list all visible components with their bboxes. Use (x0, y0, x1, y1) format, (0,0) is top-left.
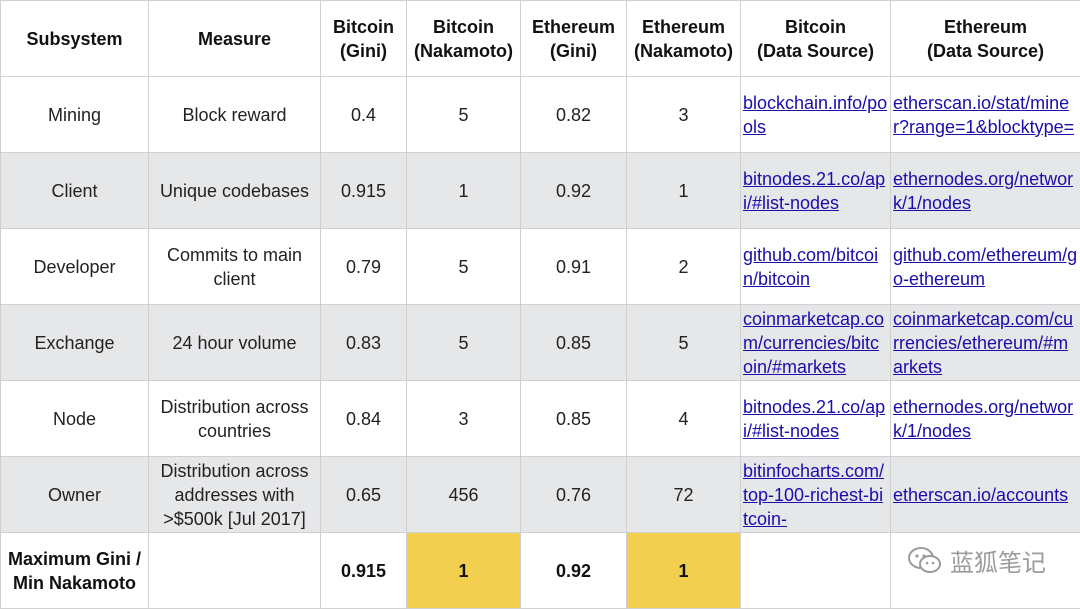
summary-bitcoin-source-empty (741, 533, 891, 609)
cell-bitcoin-source: coinmarketcap.com/currencies/bitcoin/#ma… (741, 305, 891, 381)
ethereum-source-link[interactable]: etherscan.io/stat/miner?range=1&blocktyp… (893, 91, 1078, 139)
cell-bitcoin-nakamoto: 1 (407, 153, 521, 229)
cell-bitcoin-nakamoto: 5 (407, 305, 521, 381)
cell-bitcoin-gini: 0.4 (321, 77, 407, 153)
header-measure: Measure (149, 1, 321, 77)
cell-measure: Distribution across addresses with >$500… (149, 457, 321, 533)
bitcoin-source-link[interactable]: github.com/bitcoin/bitcoin (743, 243, 888, 291)
cell-ethereum-gini: 0.92 (521, 153, 627, 229)
cell-measure: Commits to main client (149, 229, 321, 305)
header-ethereum-source: Ethereum(Data Source) (891, 1, 1080, 77)
bitcoin-source-link[interactable]: coinmarketcap.com/currencies/bitcoin/#ma… (743, 307, 888, 379)
cell-bitcoin-source: bitnodes.21.co/api/#list-nodes (741, 153, 891, 229)
cell-bitcoin-nakamoto: 5 (407, 77, 521, 153)
cell-bitcoin-source: bitnodes.21.co/api/#list-nodes (741, 381, 891, 457)
ethereum-source-link[interactable]: coinmarketcap.com/currencies/ethereum/#m… (893, 307, 1078, 379)
cell-measure: Distribution across countries (149, 381, 321, 457)
cell-ethereum-gini: 0.76 (521, 457, 627, 533)
summary-bitcoin-nakamoto: 1 (407, 533, 521, 609)
cell-bitcoin-nakamoto: 456 (407, 457, 521, 533)
ethereum-source-link[interactable]: etherscan.io/accounts (893, 483, 1078, 507)
header-bitcoin-gini: Bitcoin(Gini) (321, 1, 407, 77)
header-ethereum-nakamoto: Ethereum(Nakamoto) (627, 1, 741, 77)
summary-ethereum-gini: 0.92 (521, 533, 627, 609)
summary-label: Maximum Gini /Min Nakamoto (1, 533, 149, 609)
cell-ethereum-nakamoto: 2 (627, 229, 741, 305)
cell-bitcoin-gini: 0.65 (321, 457, 407, 533)
summary-bitcoin-gini: 0.915 (321, 533, 407, 609)
bitcoin-source-link[interactable]: bitinfocharts.com/top-100-richest-bitcoi… (743, 459, 888, 531)
cell-ethereum-gini: 0.82 (521, 77, 627, 153)
cell-ethereum-gini: 0.85 (521, 381, 627, 457)
cell-ethereum-gini: 0.91 (521, 229, 627, 305)
cell-ethereum-source: etherscan.io/accounts (891, 457, 1080, 533)
header-bitcoin-source: Bitcoin(Data Source) (741, 1, 891, 77)
ethereum-source-link[interactable]: github.com/ethereum/go-ethereum (893, 243, 1078, 291)
cell-ethereum-source: ethernodes.org/network/1/nodes (891, 381, 1080, 457)
cell-ethereum-nakamoto: 5 (627, 305, 741, 381)
cell-bitcoin-gini: 0.79 (321, 229, 407, 305)
cell-measure: Unique codebases (149, 153, 321, 229)
cell-bitcoin-nakamoto: 3 (407, 381, 521, 457)
cell-ethereum-gini: 0.85 (521, 305, 627, 381)
cell-subsystem: Mining (1, 77, 149, 153)
bitcoin-source-link[interactable]: blockchain.info/pools (743, 91, 888, 139)
ethereum-source-link[interactable]: ethernodes.org/network/1/nodes (893, 395, 1078, 443)
cell-ethereum-nakamoto: 1 (627, 153, 741, 229)
bitcoin-source-link[interactable]: bitnodes.21.co/api/#list-nodes (743, 167, 888, 215)
table-row: Client Unique codebases 0.915 1 0.92 1 b… (1, 153, 1080, 229)
cell-bitcoin-gini: 0.83 (321, 305, 407, 381)
cell-subsystem: Exchange (1, 305, 149, 381)
cell-measure: Block reward (149, 77, 321, 153)
cell-bitcoin-gini: 0.84 (321, 381, 407, 457)
cell-bitcoin-gini: 0.915 (321, 153, 407, 229)
cell-ethereum-source: ethernodes.org/network/1/nodes (891, 153, 1080, 229)
bitcoin-source-link[interactable]: bitnodes.21.co/api/#list-nodes (743, 395, 888, 443)
cell-bitcoin-source: github.com/bitcoin/bitcoin (741, 229, 891, 305)
table-row: Owner Distribution across addresses with… (1, 457, 1080, 533)
ethereum-source-link[interactable]: ethernodes.org/network/1/nodes (893, 167, 1078, 215)
cell-ethereum-nakamoto: 72 (627, 457, 741, 533)
header-ethereum-gini: Ethereum(Gini) (521, 1, 627, 77)
table-row: Mining Block reward 0.4 5 0.82 3 blockch… (1, 77, 1080, 153)
cell-ethereum-nakamoto: 4 (627, 381, 741, 457)
cell-bitcoin-nakamoto: 5 (407, 229, 521, 305)
cell-bitcoin-source: blockchain.info/pools (741, 77, 891, 153)
header-subsystem: Subsystem (1, 1, 149, 77)
cell-subsystem: Owner (1, 457, 149, 533)
summary-ethereum-nakamoto: 1 (627, 533, 741, 609)
table-row: Developer Commits to main client 0.79 5 … (1, 229, 1080, 305)
header-row: Subsystem Measure Bitcoin(Gini) Bitcoin(… (1, 1, 1080, 77)
cell-subsystem: Client (1, 153, 149, 229)
watermark: 蓝狐笔记 (908, 543, 1046, 578)
wechat-icon (908, 546, 942, 576)
cell-ethereum-source: etherscan.io/stat/miner?range=1&blocktyp… (891, 77, 1080, 153)
cell-ethereum-source: github.com/ethereum/go-ethereum (891, 229, 1080, 305)
watermark-text: 蓝狐笔记 (950, 543, 1046, 578)
header-bitcoin-nakamoto: Bitcoin(Nakamoto) (407, 1, 521, 77)
cell-ethereum-nakamoto: 3 (627, 77, 741, 153)
cell-bitcoin-source: bitinfocharts.com/top-100-richest-bitcoi… (741, 457, 891, 533)
table-row: Node Distribution across countries 0.84 … (1, 381, 1080, 457)
cell-subsystem: Developer (1, 229, 149, 305)
cell-ethereum-source: coinmarketcap.com/currencies/ethereum/#m… (891, 305, 1080, 381)
cell-measure: 24 hour volume (149, 305, 321, 381)
table-row: Exchange 24 hour volume 0.83 5 0.85 5 co… (1, 305, 1080, 381)
cell-subsystem: Node (1, 381, 149, 457)
summary-measure-empty (149, 533, 321, 609)
